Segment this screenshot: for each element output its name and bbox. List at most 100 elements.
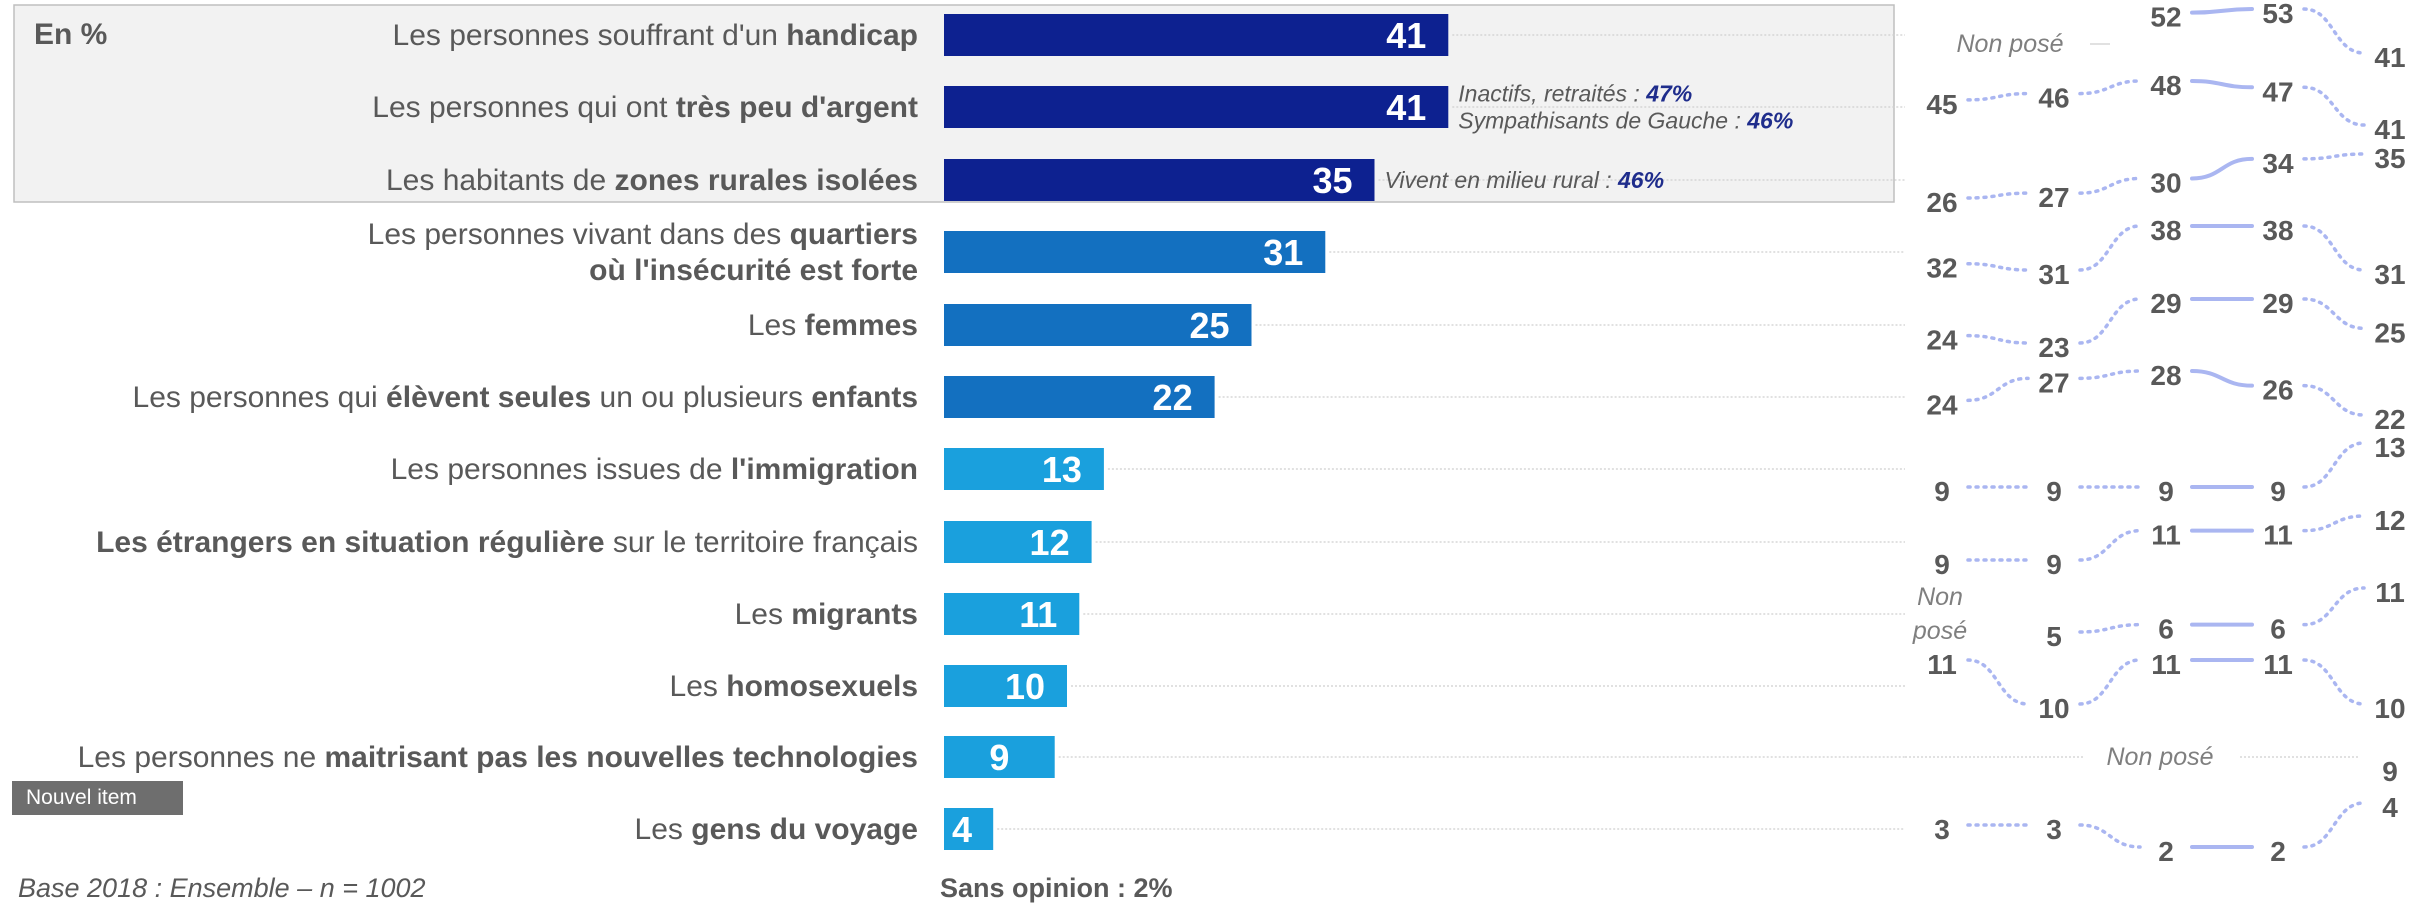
category-label-part: Les: [735, 598, 792, 631]
trend-value: 6: [2270, 614, 2286, 645]
category-label-part: sur le territoire français: [605, 526, 918, 559]
bar-value-label: 4: [952, 809, 972, 850]
bar: [944, 159, 1375, 201]
chart-rows: Les personnes souffrant d'un handicapLes…: [78, 14, 1905, 850]
not-asked-label: Non posé: [2106, 743, 2213, 771]
bar-value-label: 12: [1030, 522, 1070, 563]
base-text: Base 2018 : Ensemble – n = 1002: [18, 873, 426, 903]
category-label: Les personnes vivant dans des quartiers: [368, 218, 918, 251]
note-text: Sympathisants de Gauche : 46%: [1458, 108, 1793, 134]
trend-value: 28: [2150, 360, 2181, 391]
trend-value: 9: [2382, 756, 2398, 787]
trend-value: 6: [2158, 614, 2174, 645]
trend-value: 5: [2046, 621, 2062, 652]
note-part: 46%: [1746, 108, 1793, 134]
note-text: Inactifs, retraités : 47%: [1458, 81, 1692, 107]
trend-segment: [2302, 586, 2366, 627]
trend-value: 9: [2270, 476, 2286, 507]
bar: [944, 521, 1092, 563]
trend-value: 31: [2038, 259, 2069, 290]
trend-value: 4: [2382, 792, 2398, 823]
trend-value: 3: [1934, 814, 1950, 845]
bar: [944, 593, 1080, 635]
trend-value: 30: [2150, 167, 2181, 198]
trend-value: 3: [2046, 814, 2062, 845]
category-label-part: Les personnes vivant dans des: [368, 218, 790, 251]
trend-segment: [2190, 156, 2254, 181]
trend-segment: [2302, 801, 2366, 849]
category-label-part: l'immigration: [731, 453, 918, 486]
category-label-part: gens du voyage: [691, 813, 918, 846]
category-label-part: où l'insécurité est forte: [589, 254, 918, 287]
trend-value: 32: [1926, 253, 1957, 284]
bar-value-label: 9: [989, 737, 1009, 778]
trend-value: 9: [1934, 476, 1950, 507]
bar-value-label: 25: [1189, 305, 1229, 346]
category-label-part: très peu d'argent: [676, 91, 918, 124]
trend-value: 48: [2150, 70, 2181, 101]
trend-value: 26: [1926, 187, 1957, 218]
note-part: Sympathisants de Gauche :: [1458, 108, 1747, 134]
category-label-part: Les personnes issues de: [391, 453, 731, 486]
category-label-part: élèvent seules: [386, 381, 591, 414]
trend-segment: [2078, 176, 2142, 195]
category-label-part: Les personnes ne: [78, 741, 325, 774]
trend-value: 25: [2374, 317, 2405, 348]
trend-value: 24: [1926, 325, 1958, 356]
trend-segment: [1966, 191, 2030, 200]
trend-segment: [1966, 333, 2030, 345]
not-asked-label: Non: [1917, 583, 1963, 611]
not-asked-label: posé: [1912, 617, 1967, 645]
category-label: Les femmes: [748, 309, 918, 342]
trend-value: 26: [2262, 375, 2293, 406]
bar: [944, 231, 1326, 273]
category-label: Les gens du voyage: [635, 813, 918, 846]
note-part: Vivent en milieu rural :: [1385, 167, 1619, 193]
trend-segment: [2078, 297, 2142, 345]
trend-value: 11: [2263, 520, 2293, 551]
trend-value: 38: [2262, 215, 2293, 246]
category-label-part: Les personnes qui ont: [372, 91, 676, 124]
trend-value: 45: [1926, 89, 1957, 120]
bar: [944, 736, 1055, 778]
trend-value: 24: [1926, 389, 1958, 420]
trend-value: 46: [2038, 83, 2069, 114]
category-label-part: Les: [670, 670, 727, 703]
bar-value-label: 35: [1312, 160, 1352, 201]
category-label-part: Les: [635, 813, 692, 846]
category-label-part: maitrisant pas les nouvelles technologie…: [324, 741, 918, 774]
trend-value: 27: [2038, 182, 2069, 213]
category-label: Les homosexuels: [670, 670, 918, 703]
trend-segment: [2302, 297, 2366, 331]
category-label-part: Les: [748, 309, 805, 342]
trend-value: 29: [2262, 288, 2293, 319]
trend-segment: [1966, 91, 2030, 102]
trend-value: 34: [2262, 148, 2294, 179]
category-label: Les étrangers en situation régulière sur…: [96, 526, 918, 559]
bar: [944, 304, 1252, 346]
category-label: où l'insécurité est forte: [589, 254, 918, 287]
trend-value: 11: [2263, 649, 2293, 680]
bar: [944, 376, 1215, 418]
trend-segment: [2078, 79, 2142, 96]
sans-opinion: Sans opinion : 2%: [940, 873, 1173, 903]
trend-value: 9: [2158, 476, 2174, 507]
category-label-part: femmes: [805, 309, 918, 342]
trend-value: 10: [2038, 693, 2069, 724]
trend-value: 9: [1934, 549, 1950, 580]
trend-value: 9: [2046, 476, 2062, 507]
bar: [944, 665, 1067, 707]
category-label: Les personnes issues de l'immigration: [391, 453, 918, 486]
category-label-part: Les habitants de: [386, 164, 615, 197]
note-text: Vivent en milieu rural : 46%: [1385, 167, 1665, 193]
trend-value: 11: [1927, 649, 1957, 680]
note-part: 46%: [1617, 167, 1664, 193]
trend-segment: [2078, 528, 2142, 562]
trend-segment: [2302, 441, 2366, 489]
bar: [944, 448, 1104, 490]
trend-segment: [1966, 658, 2030, 706]
note-part: Inactifs, retraités :: [1458, 81, 1646, 107]
trend-segment: [2302, 658, 2366, 706]
